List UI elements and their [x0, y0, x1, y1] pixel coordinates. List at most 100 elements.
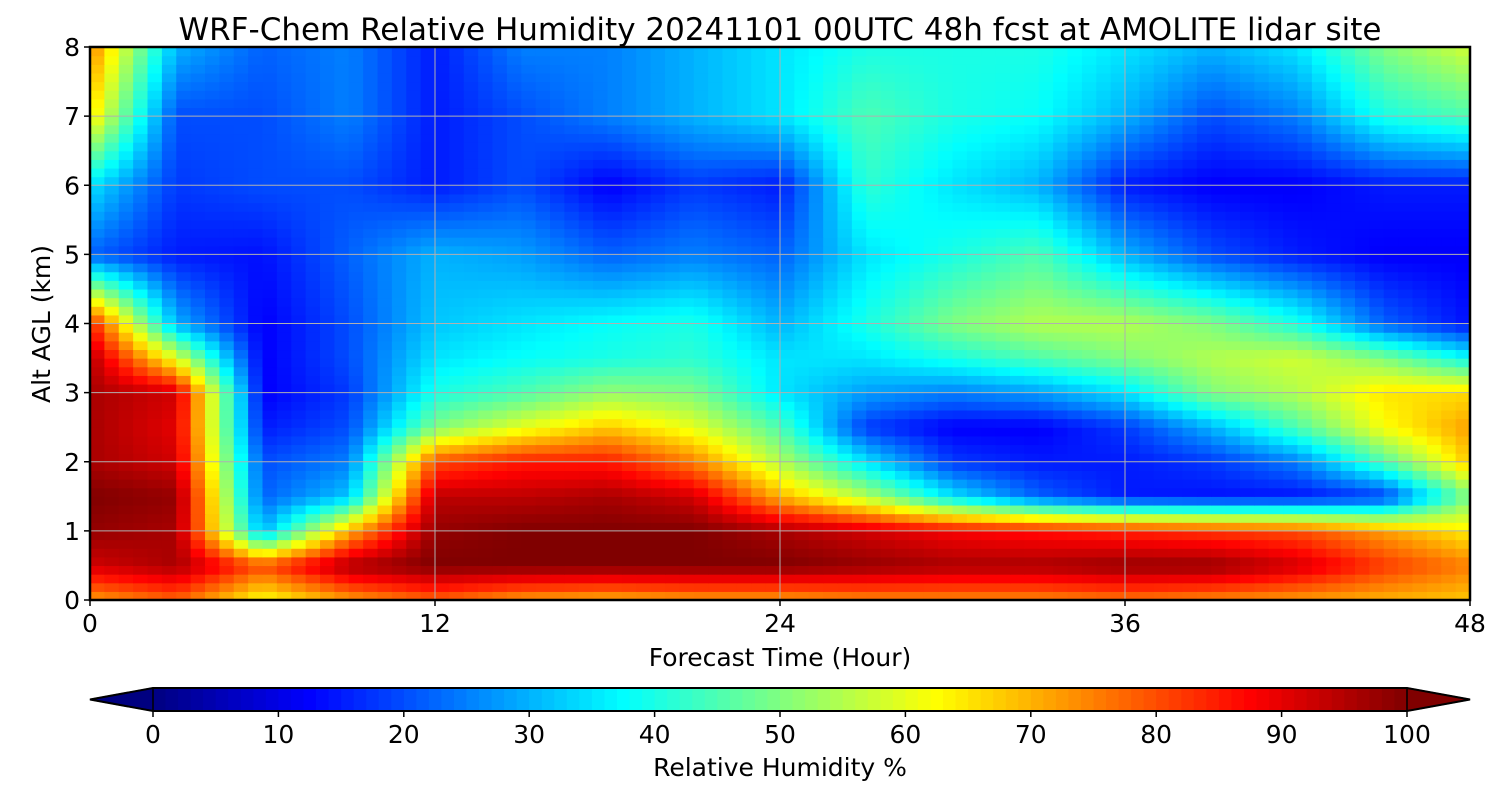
heatmap-cell [765, 297, 781, 307]
heatmap-cell [1153, 176, 1169, 186]
heatmap-cell [276, 306, 292, 316]
heatmap-cell [851, 211, 867, 221]
heatmap-cell [1010, 375, 1025, 385]
heatmap-cell [248, 383, 264, 394]
heatmap-cell [693, 314, 709, 325]
heatmap-cell [808, 427, 824, 437]
heatmap-cell [1139, 375, 1155, 385]
heatmap-cell [492, 556, 508, 567]
heatmap-cell [1067, 427, 1083, 437]
heatmap-cell [966, 288, 982, 299]
heatmap-cell [837, 504, 853, 515]
heatmap-cell [449, 383, 465, 394]
heatmap-cell [981, 375, 997, 385]
heatmap-cell [550, 193, 565, 204]
heatmap-cell [1153, 211, 1169, 221]
heatmap-cell [176, 176, 192, 186]
heatmap-cell [104, 150, 120, 160]
heatmap-cell [981, 323, 997, 333]
heatmap-cell [348, 435, 364, 446]
heatmap-cell [909, 375, 925, 385]
heatmap-cell [650, 254, 666, 264]
heatmap-cell [334, 427, 350, 437]
heatmap-cell [564, 237, 580, 247]
heatmap-cell [593, 453, 609, 463]
heatmap-cell [837, 297, 853, 307]
heatmap-cell [535, 375, 551, 385]
heatmap-cell [1067, 167, 1083, 178]
heatmap-cell [1355, 418, 1370, 428]
heatmap-cell [665, 358, 680, 368]
heatmap-cell [147, 297, 163, 307]
heatmap-cell [708, 358, 724, 368]
heatmap-cell [1067, 470, 1083, 480]
heatmap-cell [909, 574, 925, 584]
heatmap-cell [104, 202, 120, 212]
heatmap-cell [492, 202, 508, 212]
heatmap-cell [1398, 427, 1414, 437]
heatmap-cell [650, 176, 666, 186]
heatmap-cell [147, 530, 163, 541]
heatmap-cell [291, 574, 307, 584]
heatmap-cell [420, 427, 436, 437]
heatmap-cell [363, 453, 379, 463]
heatmap-cell [895, 418, 910, 428]
heatmap-cell [478, 245, 494, 255]
heatmap-cell [794, 453, 810, 463]
heatmap-cell [133, 479, 149, 489]
heatmap-cell [837, 591, 853, 601]
heatmap-cell [1211, 401, 1227, 411]
heatmap-cell [147, 306, 163, 316]
heatmap-cell [895, 150, 910, 160]
heatmap-cell [161, 193, 177, 204]
heatmap-cell [521, 427, 537, 437]
heatmap-cell [808, 349, 824, 359]
heatmap-cell [1168, 358, 1184, 368]
heatmap-cell [1038, 297, 1054, 307]
heatmap-cell [133, 435, 149, 446]
heatmap-cell [1355, 530, 1370, 541]
heatmap-cell [1196, 530, 1212, 541]
heatmap-cell [506, 504, 522, 515]
heatmap-cell [780, 245, 795, 255]
heatmap-cell [938, 591, 954, 601]
heatmap-cell [391, 513, 407, 523]
heatmap-cell [219, 366, 235, 376]
heatmap-cell [1311, 418, 1327, 428]
heatmap-cell [1426, 574, 1442, 584]
heatmap-cell [1268, 254, 1284, 264]
heatmap-cell [205, 565, 220, 575]
heatmap-cell [866, 185, 882, 195]
heatmap-cell [851, 565, 867, 575]
heatmap-cell [550, 522, 565, 532]
heatmap-cell [966, 280, 982, 290]
heatmap-cell [722, 228, 738, 238]
heatmap-cell [320, 401, 335, 411]
heatmap-cell [751, 349, 767, 359]
heatmap-cell [564, 496, 580, 506]
heatmap-cell [90, 487, 105, 497]
heatmap-cell [923, 297, 939, 307]
heatmap-cell [1340, 159, 1356, 169]
heatmap-cell [1196, 297, 1212, 307]
heatmap-cell [104, 237, 120, 247]
heatmap-cell [219, 582, 235, 592]
heatmap-cell [506, 340, 522, 351]
heatmap-cell [966, 522, 982, 532]
heatmap-cell [377, 548, 393, 558]
heatmap-cell [1240, 453, 1255, 463]
heatmap-cell [621, 539, 637, 549]
heatmap-cell [1067, 150, 1083, 160]
heatmap-cell [621, 574, 637, 584]
heatmap-cell [104, 358, 120, 368]
heatmap-cell [147, 167, 163, 178]
heatmap-cell [578, 280, 594, 290]
heatmap-cell [1355, 237, 1370, 247]
heatmap-cell [909, 565, 925, 575]
heatmap-cell [880, 556, 896, 567]
heatmap-cell [478, 202, 494, 212]
heatmap-cell [966, 167, 982, 178]
heatmap-cell [262, 435, 278, 446]
heatmap-cell [1254, 591, 1270, 601]
heatmap-cell [578, 470, 594, 480]
